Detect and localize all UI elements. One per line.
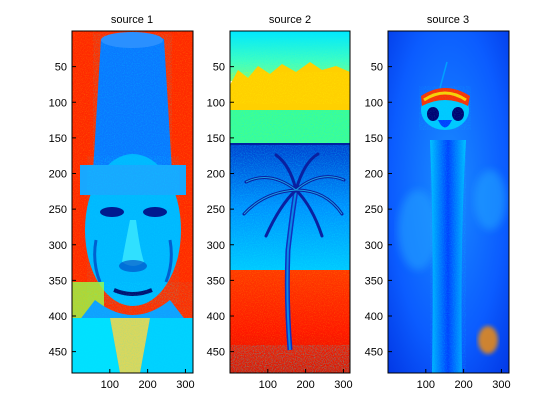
axes-frame — [387, 30, 510, 374]
axis-ticks: 50 100 150 200 250 300 350 400 450 100 200 300 50 100… — [49, 62, 511, 391]
y-tick-label: 200 — [365, 169, 383, 181]
x-tick-label: 100 — [101, 379, 119, 391]
axes-frame — [229, 30, 351, 374]
portrait-image — [72, 31, 193, 373]
x-tick-label: 300 — [176, 379, 194, 391]
x-tick-label: 200 — [454, 379, 472, 391]
y-tick-label: 300 — [49, 240, 67, 252]
y-tick-label: 100 — [207, 97, 225, 109]
x-tick-label: 300 — [492, 379, 510, 391]
y-tick-label: 50 — [213, 62, 225, 74]
panel-source-2: source 2 — [229, 14, 351, 374]
y-tick-label: 150 — [207, 133, 225, 145]
panel-source-3: source 3 — [387, 14, 510, 374]
axes-frame — [71, 30, 194, 374]
x-tick-label: 300 — [334, 379, 352, 391]
x-tick-label: 100 — [417, 379, 435, 391]
y-tick-label: 450 — [365, 347, 383, 359]
y-tick-label: 250 — [207, 204, 225, 216]
ostrich-image — [388, 31, 509, 373]
y-tick-label: 400 — [207, 311, 225, 323]
y-tick-label: 50 — [55, 62, 67, 74]
y-tick-label: 50 — [371, 62, 383, 74]
y-tick-label: 300 — [365, 240, 383, 252]
y-tick-label: 300 — [207, 240, 225, 252]
y-tick-label: 150 — [49, 133, 67, 145]
y-tick-label: 350 — [207, 275, 225, 287]
y-tick-label: 350 — [365, 275, 383, 287]
y-tick-label: 250 — [365, 204, 383, 216]
panel-title: source 2 — [269, 14, 311, 26]
y-tick-label: 200 — [207, 169, 225, 181]
x-tick-label: 200 — [138, 379, 156, 391]
y-tick-label: 100 — [49, 97, 67, 109]
y-tick-label: 250 — [49, 204, 67, 216]
y-tick-label: 350 — [49, 275, 67, 287]
x-tick-label: 100 — [259, 379, 277, 391]
y-tick-label: 400 — [49, 311, 67, 323]
y-tick-label: 150 — [365, 133, 383, 145]
y-tick-label: 200 — [49, 169, 67, 181]
panel-title: source 3 — [427, 14, 469, 26]
y-tick-label: 400 — [365, 311, 383, 323]
panel-source-1: source 1 — [71, 14, 194, 374]
x-tick-label: 200 — [296, 379, 314, 391]
palm-beach-image — [230, 31, 350, 373]
y-tick-label: 450 — [49, 347, 67, 359]
y-tick-label: 450 — [207, 347, 225, 359]
y-tick-label: 100 — [365, 97, 383, 109]
panel-title: source 1 — [111, 14, 153, 26]
